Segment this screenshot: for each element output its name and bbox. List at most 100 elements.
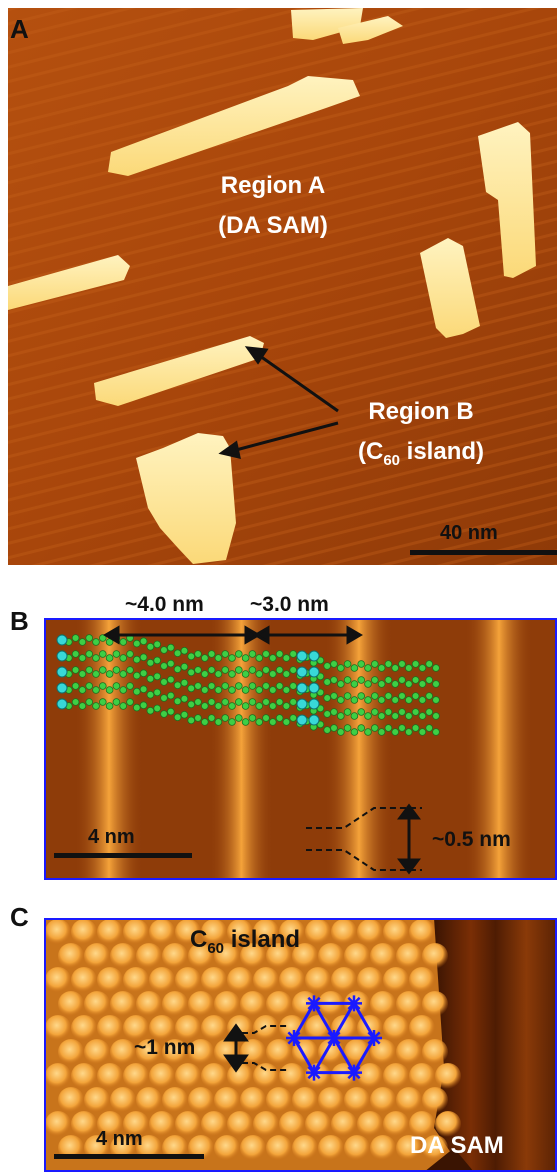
molecule-atom (418, 680, 427, 688)
molecule-head-atom (296, 698, 308, 710)
panel-b: 4 nm ~0.5 nm (44, 618, 557, 880)
molecule-head-atom (296, 714, 308, 726)
molecule-atom (398, 676, 406, 684)
molecule-head-atom (308, 666, 320, 678)
c60-molecule (97, 919, 123, 945)
molecule-atom (289, 714, 298, 722)
c60-molecule (162, 943, 188, 969)
c60-island-label: C60 island (190, 926, 300, 957)
region-b-prefix: (C (357, 438, 384, 465)
c60-molecule (162, 991, 188, 1017)
molecule-atom (364, 728, 372, 736)
molecule-atom (221, 666, 230, 674)
molecule-atom (289, 682, 298, 690)
molecule-atom (105, 686, 114, 694)
c60-molecule (396, 1135, 422, 1161)
c60-molecule (149, 1015, 175, 1041)
c60-molecule (71, 1063, 97, 1089)
c60-molecule (188, 1087, 214, 1113)
c60-molecule (97, 967, 123, 993)
molecule-atom (85, 634, 93, 642)
molecule-atom (207, 682, 216, 690)
molecule-atom (282, 654, 291, 662)
da-sam-label: DA SAM (410, 1132, 504, 1159)
molecule-atom (201, 670, 209, 678)
region-b-label: Region B (C60 island) (326, 392, 516, 481)
c60-molecule (292, 1087, 318, 1113)
c60-molecule (84, 991, 110, 1017)
molecule-atom (391, 712, 400, 720)
c60-molecule (331, 967, 357, 993)
scale-bar-b-label: 4 nm (88, 826, 135, 848)
molecule-atom (235, 714, 243, 722)
c60-molecule (253, 1015, 279, 1041)
molecule-atom (78, 686, 87, 694)
molecule-atom (194, 698, 202, 706)
c60-molecule (370, 943, 396, 969)
molecule-atom (214, 670, 223, 678)
molecule-atom (228, 654, 236, 662)
molecule-atom (78, 702, 87, 710)
molecule-atom (269, 686, 277, 694)
c60-molecule (279, 1111, 305, 1137)
molecule-atom (139, 637, 148, 646)
molecule-atom (289, 666, 298, 674)
molecule-atom (180, 679, 189, 687)
c60-molecule (383, 1063, 409, 1089)
molecule-atom (384, 724, 393, 732)
c60-molecule (422, 1135, 448, 1161)
c60-molecule (162, 1087, 188, 1113)
c60-molecule (45, 1015, 71, 1041)
molecule-atom (282, 670, 291, 678)
molecule-atom (105, 702, 114, 710)
molecule-head-atom (296, 682, 308, 694)
panel-c-letter: C (10, 902, 29, 932)
molecule-atom (235, 650, 243, 658)
molecule-atom (377, 696, 386, 704)
molecule-atom (160, 662, 168, 670)
c60-molecule (370, 1087, 396, 1113)
c60-molecule (266, 1039, 292, 1065)
c60-molecule (110, 991, 136, 1017)
c60-molecule (227, 967, 253, 993)
molecule-atom (248, 682, 257, 690)
c60-molecule (422, 1039, 448, 1065)
c60-molecule (136, 1087, 162, 1113)
molecule-atom (153, 688, 161, 697)
c60-molecule (71, 1111, 97, 1137)
molecule-atom (336, 680, 345, 688)
c60-molecule (214, 991, 240, 1017)
molecule-atom (133, 639, 141, 648)
molecule-atom (425, 676, 434, 684)
c60-molecule (253, 1063, 279, 1089)
c60-molecule (318, 1087, 344, 1113)
molecule-atom (404, 680, 413, 688)
molecule-head-atom (56, 650, 68, 662)
c60-molecule (344, 943, 370, 969)
c60-molecule (292, 1135, 318, 1161)
scale-bar-c-label: 4 nm (96, 1128, 143, 1150)
c60-molecule (279, 967, 305, 993)
c60-molecule (383, 967, 409, 993)
molecule-atom (248, 650, 257, 658)
spacing-arrow-c (223, 1023, 249, 1073)
molecule-atom (160, 646, 168, 654)
panel-b-letter: B (10, 606, 29, 636)
c60-molecule (266, 943, 292, 969)
scale-bar-c-line (54, 1154, 204, 1159)
molecule-atom (146, 707, 155, 715)
c60-molecule (45, 1063, 71, 1089)
c60-molecule (97, 1015, 123, 1041)
molecule-atom (241, 718, 250, 726)
molecule-atom (71, 650, 80, 658)
region-a-line2: (DA SAM) (218, 212, 328, 239)
c60-molecule (214, 1087, 240, 1113)
molecule-atom (411, 708, 420, 716)
molecule-atom (357, 692, 366, 700)
c60-molecule (84, 1039, 110, 1065)
molecule-atom (350, 696, 359, 704)
molecule-atom (432, 664, 440, 672)
c60-molecule (71, 967, 97, 993)
c60-molecule (58, 1039, 84, 1065)
c60-molecule (383, 1111, 409, 1137)
